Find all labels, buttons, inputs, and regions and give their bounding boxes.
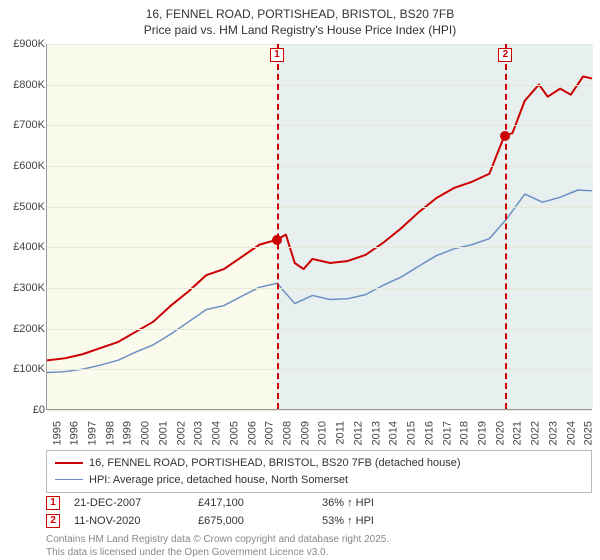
sale-point-icon (272, 235, 282, 245)
sale-marker-icon: 2 (46, 514, 60, 528)
x-tick-label: 2009 (299, 421, 311, 445)
series-price_paid (47, 76, 592, 360)
sale-price: £675,000 (198, 515, 308, 527)
y-tick-label: £800K (1, 79, 45, 91)
sale-marker-icon: 2 (498, 48, 512, 62)
legend-label: HPI: Average price, detached house, Nort… (89, 472, 348, 489)
x-tick-label: 2017 (441, 421, 453, 445)
x-tick-label: 2007 (264, 421, 276, 445)
x-tick-label: 1999 (122, 421, 134, 445)
sale-marker-icon: 1 (270, 48, 284, 62)
x-tick-label: 2018 (459, 421, 471, 445)
series-hpi (47, 190, 592, 373)
gridline (47, 369, 592, 370)
y-tick-label: £200K (1, 323, 45, 335)
x-tick-label: 2011 (335, 421, 347, 445)
plot-area: £0£100K£200K£300K£400K£500K£600K£700K£80… (46, 44, 592, 410)
x-tick-label: 2002 (175, 421, 187, 445)
y-tick-label: £300K (1, 282, 45, 294)
gridline (47, 207, 592, 208)
x-tick-label: 1995 (51, 421, 63, 445)
table-row: 2 11-NOV-2020 £675,000 53% ↑ HPI (46, 512, 592, 530)
legend-swatch (55, 479, 83, 480)
x-tick-label: 2022 (530, 421, 542, 445)
y-tick-label: £900K (1, 38, 45, 50)
x-tick-label: 2023 (547, 421, 559, 445)
sale-vline (505, 44, 507, 409)
copyright-line2: This data is licensed under the Open Gov… (46, 547, 592, 560)
sale-date: 21-DEC-2007 (74, 497, 184, 509)
sale-vline (277, 44, 279, 409)
legend-item-hpi: HPI: Average price, detached house, Nort… (55, 472, 583, 489)
gridline (47, 85, 592, 86)
x-tick-label: 2005 (228, 421, 240, 445)
gridline (47, 44, 592, 45)
x-tick-label: 2000 (140, 421, 152, 445)
title-subtitle: Price paid vs. HM Land Registry's House … (0, 22, 600, 38)
gridline (47, 166, 592, 167)
x-tick-label: 2024 (565, 421, 577, 445)
sale-delta: 53% ↑ HPI (322, 515, 432, 527)
x-tick-label: 2020 (494, 421, 506, 445)
x-tick-label: 2010 (317, 421, 329, 445)
x-tick-label: 2004 (211, 421, 223, 445)
line-layer (47, 44, 592, 409)
chart-container: 16, FENNEL ROAD, PORTISHEAD, BRISTOL, BS… (0, 0, 600, 560)
gridline (47, 410, 592, 411)
x-tick-label: 2012 (352, 421, 364, 445)
chart-titles: 16, FENNEL ROAD, PORTISHEAD, BRISTOL, BS… (0, 0, 600, 38)
x-tick-label: 1997 (86, 421, 98, 445)
title-address: 16, FENNEL ROAD, PORTISHEAD, BRISTOL, BS… (0, 6, 600, 22)
x-tick-label: 2025 (583, 421, 595, 445)
x-tick-label: 2003 (193, 421, 205, 445)
gridline (47, 125, 592, 126)
gridline (47, 288, 592, 289)
x-tick-label: 2014 (388, 421, 400, 445)
x-tick-label: 2015 (406, 421, 418, 445)
y-tick-label: £400K (1, 241, 45, 253)
legend: 16, FENNEL ROAD, PORTISHEAD, BRISTOL, BS… (46, 450, 592, 493)
sale-price: £417,100 (198, 497, 308, 509)
x-tick-label: 2008 (281, 421, 293, 445)
x-tick-label: 2019 (476, 421, 488, 445)
x-tick-label: 2013 (370, 421, 382, 445)
sale-date: 11-NOV-2020 (74, 515, 184, 527)
legend-swatch (55, 462, 83, 464)
legend-label: 16, FENNEL ROAD, PORTISHEAD, BRISTOL, BS… (89, 455, 461, 472)
x-tick-label: 2021 (512, 421, 524, 445)
y-tick-label: £700K (1, 119, 45, 131)
gridline (47, 329, 592, 330)
sale-delta: 36% ↑ HPI (322, 497, 432, 509)
y-tick-label: £600K (1, 160, 45, 172)
x-tick-label: 1998 (104, 421, 116, 445)
footer: Contains HM Land Registry data © Crown c… (46, 534, 592, 559)
y-tick-label: £100K (1, 363, 45, 375)
sale-marker-icon: 1 (46, 496, 60, 510)
table-row: 1 21-DEC-2007 £417,100 36% ↑ HPI (46, 494, 592, 512)
x-tick-label: 1996 (69, 421, 81, 445)
sales-table: 1 21-DEC-2007 £417,100 36% ↑ HPI 2 11-NO… (46, 494, 592, 530)
x-tick-label: 2006 (246, 421, 258, 445)
x-tick-label: 2016 (423, 421, 435, 445)
x-tick-label: 2001 (157, 421, 169, 445)
y-tick-label: £500K (1, 201, 45, 213)
y-tick-label: £0 (1, 404, 45, 416)
sale-point-icon (500, 131, 510, 141)
copyright-line1: Contains HM Land Registry data © Crown c… (46, 534, 592, 547)
gridline (47, 247, 592, 248)
legend-item-price-paid: 16, FENNEL ROAD, PORTISHEAD, BRISTOL, BS… (55, 455, 583, 472)
